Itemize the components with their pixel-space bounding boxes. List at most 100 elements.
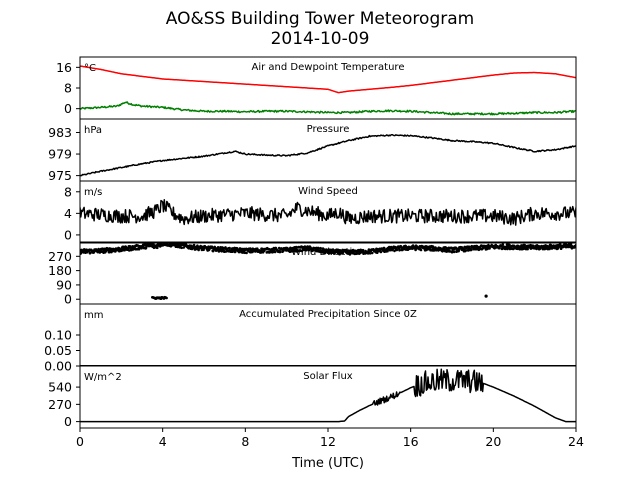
solar-plot-area [80,368,576,423]
wind_direction-point [531,244,535,247]
xtick-label: 16 [403,434,419,449]
precip-ytick-label: 0.05 [44,343,72,358]
wind_direction-point [341,251,345,255]
wind_direction-point [137,247,141,251]
wind_direction-point [273,250,277,254]
wind_direction-point [501,243,505,246]
wind_speed-frame [79,180,577,244]
pressure-plot-area [80,133,576,177]
wind_direction-point [268,248,272,251]
pressure-series-0 [80,133,576,177]
wind_direction-point [329,248,333,252]
temp-ytick-label: 8 [64,81,72,96]
panel-temp: 0 8 16 °C Air and Dewpoint Temperature [56,56,577,120]
solar-ytick-label: 540 [48,380,72,395]
wind_direction-point [518,247,522,251]
wind_direction-point [288,250,292,253]
pressure-ytick-label: 975 [48,168,72,183]
wind_direction-point [488,247,491,250]
wind_direction-point [370,251,374,255]
wind_direction-point [398,249,401,252]
wind_direction-point [228,246,231,250]
wind_direction-point [180,246,183,250]
wind_speed-ytick-label: 0 [64,227,72,242]
pressure-panel-title: Pressure [307,124,350,135]
xtick-label: 24 [568,434,584,449]
wind_direction-point [452,250,456,254]
wind_speed-plot-area [80,199,576,226]
solar-unit-label: W/m^2 [84,372,122,383]
wind_direction-point [486,247,489,251]
solar-ytick-label: 0 [64,414,72,429]
pressure-ytick-label: 979 [48,147,72,162]
precip-ytick-label: 0.10 [44,328,72,343]
temp-series-0 [80,65,576,94]
wind_direction-series-2 [484,294,488,298]
wind_direction-unit-label: ° [84,248,89,259]
wind_speed-unit-label: m/s [84,187,102,198]
wind_speed-series-0 [80,199,576,226]
wind_direction-point [361,248,365,252]
temp-panel-title: Air and Dewpoint Temperature [252,62,405,73]
wind_direction-point [323,251,327,255]
wind_direction-series-0 [80,242,576,256]
wind_direction-point [237,250,241,254]
panel-solar: 0 270 540 W/m^2 Solar Flux [48,365,577,429]
panel-precip: 0.000.050.10 mm Accumulated Precipitation … [44,303,577,374]
temp-series-1 [80,101,576,116]
wind_direction-point [80,252,83,255]
temp-unit-label: °C [84,63,96,74]
xtick-label: 4 [159,434,167,449]
xtick-label: 12 [320,434,336,449]
wind_direction-point [448,250,452,253]
panel-wind_speed: 0 4 8 m/s Wind Speed [64,180,577,244]
x-axis-label: Time (UTC) [291,456,364,471]
wind_direction-point [182,246,185,249]
wind_direction-point [245,251,248,255]
wind_direction-point [526,247,529,251]
temp-plot-area [80,65,576,116]
wind_direction-point [278,250,282,254]
wind_direction-point [311,249,315,252]
solar-panel-title: Solar Flux [303,371,353,382]
wind_direction-point [156,246,159,250]
xtick-label: 20 [485,434,501,449]
xtick-label: 0 [76,434,84,449]
wind_direction-ytick-label: 270 [48,249,72,264]
precip-ytick-label: 0.00 [44,359,72,374]
wind_direction-ytick-label: 90 [56,277,72,292]
wind_direction-point [319,246,322,250]
wind_direction-point [368,252,372,255]
temp-ytick-label: 16 [56,60,72,75]
wind_direction-point [192,243,196,247]
wind_direction-point [523,243,526,247]
wind_direction-point [393,249,396,253]
wind_direction-plot-area [80,242,576,301]
precip-panel-title: Accumulated Precipitation Since 0Z [239,309,417,320]
wind_speed-ytick-label: 8 [64,184,72,199]
wind_direction-point [321,247,325,250]
wind_direction-point [165,296,168,300]
wind_direction-ytick-label: 0 [64,292,72,307]
pressure-unit-label: hPa [84,125,102,136]
wind_direction-point [89,251,92,255]
wind_direction-point [382,246,386,250]
pressure-ytick-label: 983 [48,125,72,140]
solar-series-0 [80,368,576,423]
panel-pressure: 975 979 983 hPa Pressure [48,118,577,183]
wind_speed-ytick-label: 4 [64,206,72,221]
solar-ytick-label: 270 [48,397,72,412]
wind_direction-panel-title: Wind Direction [291,247,365,258]
precip-unit-label: mm [84,310,103,321]
wind_speed-panel-title: Wind Speed [298,186,358,197]
figure-date: 2014-10-09 [271,29,370,49]
temp-ytick-label: 0 [64,101,72,116]
x-axis: 0 4 8 12 16 20 24 [76,428,584,449]
wind_direction-point [419,248,423,252]
wind_direction-point [484,294,488,298]
wind_direction-point [379,250,383,254]
wind_direction-series-1 [151,295,168,301]
wind_direction-point [395,248,399,252]
